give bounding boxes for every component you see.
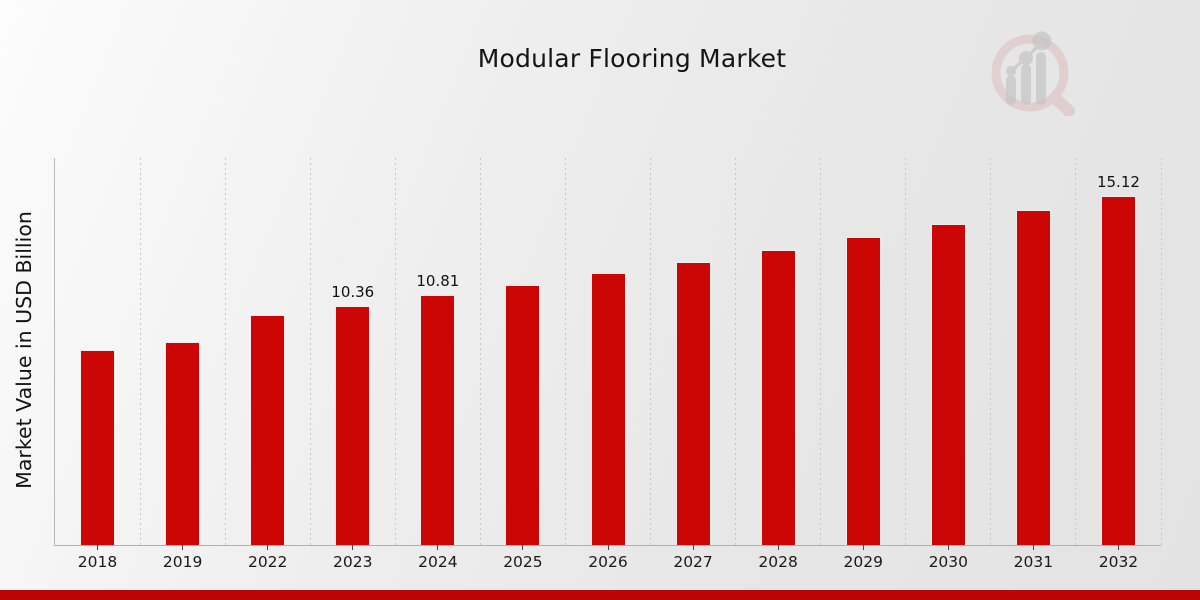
- bar-2019: [165, 342, 201, 545]
- bar-2029: [845, 237, 881, 545]
- x-axis-tick: [1032, 545, 1034, 550]
- x-tick-label-2023: 2023: [333, 553, 373, 571]
- gridline: [139, 158, 141, 545]
- x-axis-tick: [267, 545, 269, 550]
- gridline: [479, 158, 481, 545]
- gridline: [735, 158, 737, 545]
- bar-2030: [930, 224, 966, 545]
- x-tick-label-2024: 2024: [418, 553, 458, 571]
- chart-title: Modular Flooring Market: [477, 44, 787, 73]
- x-tick-label-2030: 2030: [928, 553, 969, 571]
- x-tick-label-2032: 2032: [1098, 553, 1139, 571]
- bar-2027: [675, 262, 711, 545]
- gridline: [650, 158, 652, 545]
- x-axis-tick: [522, 545, 524, 550]
- x-axis-tick: [1117, 545, 1119, 550]
- gridline: [394, 158, 396, 545]
- bar-2031: [1015, 210, 1051, 545]
- bar-2018: [80, 350, 116, 545]
- bar-value-label: 10.81: [416, 272, 460, 290]
- bar-2024: [420, 295, 456, 545]
- x-tick-label-2019: 2019: [162, 553, 203, 571]
- bar-2032: [1100, 196, 1136, 545]
- x-axis-tick: [777, 545, 779, 550]
- gridline: [564, 158, 566, 545]
- x-axis-tick: [182, 545, 184, 550]
- bar-2023: [335, 306, 371, 545]
- gridline: [309, 158, 311, 545]
- x-tick-label-2029: 2029: [843, 553, 883, 571]
- gridline: [990, 158, 992, 545]
- bar-value-label: 15.12: [1096, 173, 1140, 191]
- x-axis-tick: [437, 545, 439, 550]
- gridline: [224, 158, 226, 545]
- bar-2026: [590, 273, 626, 545]
- x-tick-label-2031: 2031: [1013, 553, 1054, 571]
- x-axis-tick: [947, 545, 949, 550]
- x-axis-tick: [862, 545, 864, 550]
- x-axis-tick: [352, 545, 354, 550]
- x-tick-label-2018: 2018: [77, 553, 118, 571]
- gridline: [1075, 158, 1077, 545]
- x-tick-label-2022: 2022: [247, 553, 288, 571]
- y-axis-label: Market Value in USD Billion: [12, 211, 36, 489]
- gridline: [1160, 158, 1162, 545]
- x-tick-label-2028: 2028: [758, 553, 798, 571]
- x-axis-tick: [692, 545, 694, 550]
- footer-accent-band: [0, 590, 1200, 600]
- x-tick-label-2025: 2025: [503, 553, 543, 571]
- gridline: [820, 158, 822, 545]
- x-axis-tick: [97, 545, 99, 550]
- bar-2022: [250, 315, 286, 545]
- x-tick-label-2026: 2026: [588, 553, 628, 571]
- bar-chart-plot-area: 2018 2019 2022 10.36 2023 10.81 2024 2025 2026 20…: [54, 158, 1162, 571]
- bar-2025: [505, 285, 541, 545]
- magnifier-bar-chart-logo-icon: [991, 31, 1075, 116]
- x-tick-label-2027: 2027: [673, 553, 713, 571]
- gridline: [905, 158, 907, 545]
- x-axis-tick: [607, 545, 609, 550]
- bar-2028: [760, 250, 796, 545]
- bar-value-label: 10.36: [331, 283, 375, 301]
